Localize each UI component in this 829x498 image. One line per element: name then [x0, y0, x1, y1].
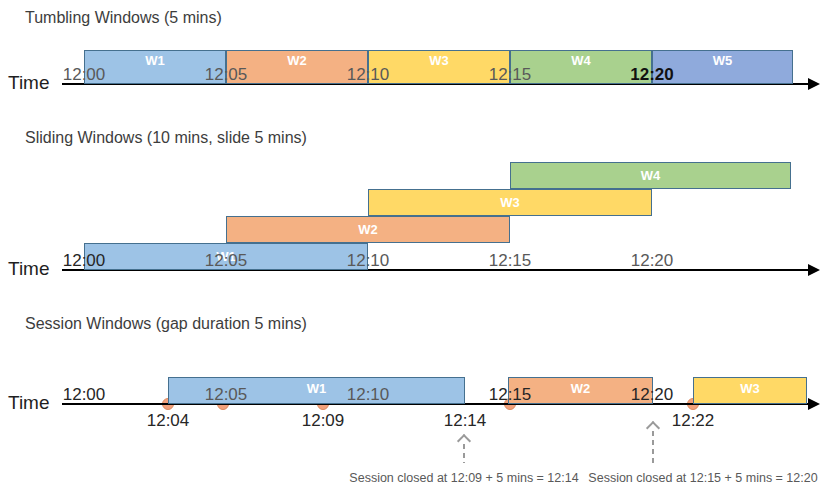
windowing-strategies-diagram: Tumbling Windows (5 mins) Time W1 W2 W3 W4 W5 1… — [0, 0, 829, 498]
event-time-label: 12:22 — [672, 411, 715, 431]
window-label: W4 — [641, 168, 661, 183]
time-axis-label: Time — [8, 392, 50, 414]
axis-tick-label: 12:20 — [631, 251, 674, 270]
arrowhead-icon — [808, 398, 820, 410]
annotation-caption: Session closed at 12:09 + 5 mins = 12:14 — [349, 471, 578, 485]
annotation-caption: Session closed at 12:15 + 5 mins = 12:20 — [588, 471, 817, 485]
window-label: W3 — [740, 381, 760, 396]
window-label: W1 — [145, 53, 165, 68]
section-title: Tumbling Windows (5 mins) — [25, 9, 222, 27]
window-label: W3 — [500, 195, 520, 210]
window-label: W3 — [429, 53, 449, 68]
axis-tick-label: 12:00 — [63, 385, 106, 404]
axis-tick-label: 12:10 — [347, 385, 390, 404]
event-time-label: 12:09 — [302, 411, 345, 431]
event-time-label: 12:04 — [147, 411, 190, 431]
window-label: W2 — [571, 381, 591, 396]
window-label: W2 — [358, 222, 378, 237]
time-axis-label: Time — [8, 72, 50, 94]
section-title: Sliding Windows (10 mins, slide 5 mins) — [25, 129, 307, 147]
dashed-arrow-line — [463, 444, 465, 463]
window-label: W2 — [287, 53, 307, 68]
window-label: W5 — [713, 53, 733, 68]
axis-tick-label: 12:00 — [63, 251, 106, 270]
axis-tick-label: 12:20 — [630, 65, 673, 84]
section-title: Session Windows (gap duration 5 mins) — [25, 315, 307, 333]
axis-tick-label: 12:05 — [205, 385, 248, 404]
arrowhead-icon — [808, 78, 820, 90]
event-time-label: 12:14 — [444, 411, 487, 431]
window-label: W4 — [571, 53, 591, 68]
dashed-arrow-line — [652, 431, 654, 463]
axis-tick-label: 12:15 — [489, 385, 532, 404]
window-label: W1 — [307, 381, 327, 396]
axis-tick-label: 12:10 — [347, 65, 390, 84]
time-axis-label: Time — [8, 258, 50, 280]
axis-tick-label: 12:05 — [205, 65, 248, 84]
arrowhead-icon — [808, 264, 820, 276]
axis-tick-label: 12:15 — [489, 65, 532, 84]
axis-tick-label: 12:10 — [347, 251, 390, 270]
axis-tick-label: 12:20 — [631, 385, 674, 404]
axis-tick-label: 12:00 — [63, 65, 106, 84]
axis-tick-label: 12:15 — [489, 251, 532, 270]
axis-tick-label: 12:05 — [205, 251, 248, 270]
